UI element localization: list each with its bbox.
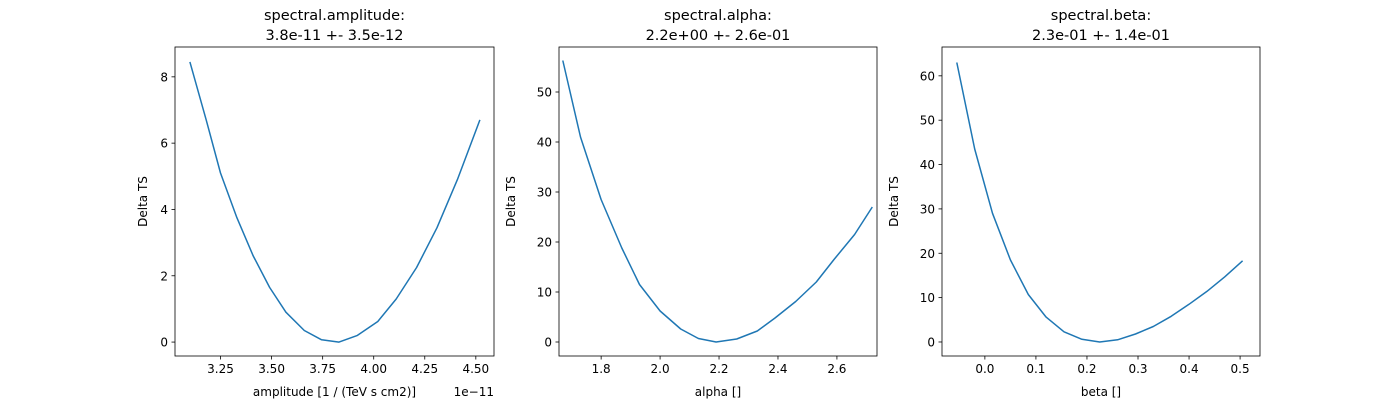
y-tick-label: 40	[537, 136, 552, 150]
subplot-title-line-1: spectral.beta:	[1051, 8, 1151, 24]
y-tick-label: 50	[537, 86, 552, 100]
y-axis-label: Delta TS	[504, 176, 518, 227]
y-tick-label: 0	[160, 336, 168, 350]
y-tick-label: 50	[920, 114, 935, 128]
y-tick-label: 30	[537, 186, 552, 200]
y-tick-label: 30	[920, 202, 935, 216]
subplot-2: 1.8 2.0 2.2 2.4 2.6 0 10 20 30 40 50 alpha [] Delta …	[504, 8, 878, 399]
x-tick-label: 3.75	[309, 362, 336, 376]
x-tick-label: 0.5	[1231, 362, 1250, 376]
y-tick-label: 0	[544, 336, 552, 350]
x-axis-label: alpha []	[695, 385, 741, 399]
x-tick-label: 3.25	[207, 362, 234, 376]
x-tick-label: 0.2	[1077, 362, 1096, 376]
y-tick-label: 2	[160, 269, 168, 283]
delta-ts-curve	[189, 61, 481, 343]
y-tick-label: 0	[927, 335, 935, 349]
x-axis-label: amplitude [1 / (TeV s cm2)]	[253, 385, 416, 399]
subplot-title-line-1: spectral.amplitude:	[264, 8, 405, 24]
subplot-title-line-2: 3.8e-11 +- 3.5e-12	[266, 28, 404, 44]
y-tick-label: 8	[160, 70, 168, 84]
y-axis-label: Delta TS	[887, 176, 901, 227]
subplot-1: 3.25 3.50 3.75 4.00 4.25 4.50 0 2 4 6 8 amplitude […	[136, 8, 495, 399]
x-tick-label: 4.00	[360, 362, 387, 376]
x-tick-label: 0.3	[1128, 362, 1147, 376]
y-tick-label: 4	[160, 203, 168, 217]
y-tick-label: 10	[537, 286, 552, 300]
y-axis-label: Delta TS	[136, 176, 150, 227]
subplot-3: 0.0 0.1 0.2 0.3 0.4 0.5 0 10 20 30 40 50 60 beta [] De…	[887, 8, 1261, 399]
subplot-title-line-2: 2.3e-01 +- 1.4e-01	[1032, 28, 1170, 44]
subplot-title-line-1: spectral.alpha:	[664, 8, 772, 24]
x-tick-label: 4.50	[462, 362, 489, 376]
x-tick-label: 1.8	[592, 362, 611, 376]
y-tick-label: 20	[920, 247, 935, 261]
x-tick-label: 4.25	[411, 362, 438, 376]
x-tick-label: 2.0	[651, 362, 670, 376]
y-tick-label: 6	[160, 137, 168, 151]
axes-frame	[558, 46, 878, 357]
x-tick-label: 2.4	[768, 362, 787, 376]
y-tick-label: 20	[537, 236, 552, 250]
subplot-title-line-2: 2.2e+00 +- 2.6e-01	[646, 28, 791, 44]
y-tick-label: 10	[920, 291, 935, 305]
x-tick-label: 0.1	[1026, 362, 1045, 376]
x-tick-label: 2.2	[709, 362, 728, 376]
x-tick-label: 0.4	[1180, 362, 1199, 376]
axes-frame	[174, 46, 495, 357]
x-offset-label: 1e−11	[454, 385, 494, 399]
delta-ts-curve	[562, 60, 873, 343]
x-tick-label: 3.50	[258, 362, 285, 376]
y-tick-label: 60	[920, 69, 935, 83]
axes-frame	[941, 46, 1261, 357]
x-axis-label: beta []	[1081, 385, 1121, 399]
x-tick-label: 2.6	[827, 362, 846, 376]
delta-ts-curve	[956, 62, 1244, 343]
x-tick-label: 0.0	[975, 362, 994, 376]
y-tick-label: 40	[920, 158, 935, 172]
